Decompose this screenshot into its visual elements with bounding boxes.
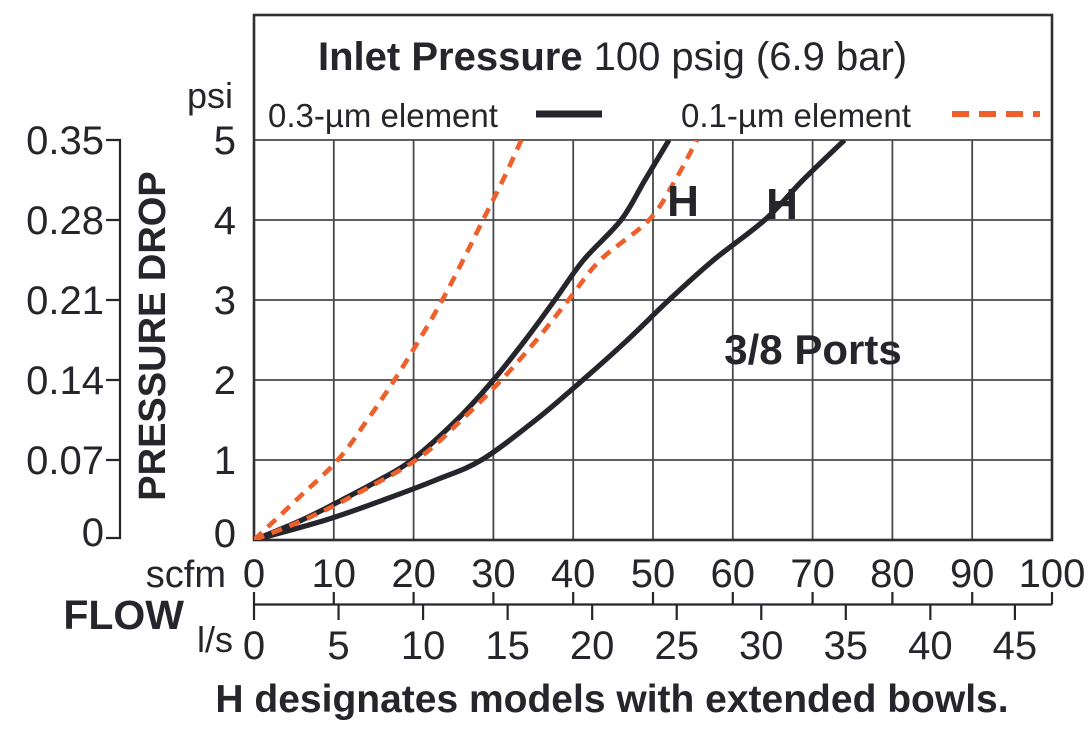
secondary-tick-label: 0.35 — [26, 119, 104, 163]
curve-03um-extended-bowl — [254, 140, 847, 540]
psi-tick-label: 2 — [214, 359, 236, 403]
curves — [254, 140, 847, 540]
ls-tick-label: 30 — [739, 624, 784, 668]
x-axis-ls-tick-labels: 0 5 10 15 20 25 30 35 40 45 — [243, 624, 1037, 668]
scfm-tick-label: 90 — [950, 552, 995, 596]
ls-tick-label: 20 — [570, 624, 615, 668]
chart-title-bold: Inlet Pressure — [318, 35, 583, 79]
psi-tick-label: 0 — [214, 512, 236, 556]
y-axis-secondary-tick-labels: 0.35 0.28 0.21 0.14 0.07 0 — [26, 119, 104, 555]
ls-tick-label: 35 — [824, 624, 869, 668]
x-axis-ls-scale — [252, 592, 1054, 620]
legend-label-03um: 0.3-µm element — [268, 97, 498, 134]
scfm-tick-label: 50 — [631, 552, 676, 596]
chart-title-rest: 100 psig (6.9 bar) — [594, 35, 908, 79]
ls-tick-label: 5 — [327, 624, 349, 668]
scfm-tick-label: 10 — [312, 552, 357, 596]
psi-tick-label: 4 — [214, 199, 236, 243]
grid — [254, 139, 1052, 540]
ls-tick-label: 25 — [654, 624, 699, 668]
scfm-tick-label: 0 — [243, 552, 265, 596]
caption: H designates models with extended bowls. — [215, 678, 1008, 721]
chart-title: Inlet Pressure 100 psig (6.9 bar) — [318, 35, 907, 79]
scfm-tick-label: 80 — [870, 552, 915, 596]
ls-tick-label: 15 — [485, 624, 530, 668]
secondary-tick-label: 0 — [82, 511, 104, 555]
scfm-tick-label: 100 — [1019, 552, 1086, 596]
psi-tick-label: 5 — [214, 119, 236, 163]
y-axis-title: PRESSURE DROP — [132, 171, 174, 500]
x-axis-unit-scfm: scfm — [146, 554, 226, 596]
h-marker-01um-curve: H — [667, 177, 699, 226]
x-axis-scfm-tick-labels: 0 10 20 30 40 50 60 70 80 90 100 — [243, 552, 1086, 596]
y-axis-unit-psi: psi — [187, 75, 233, 116]
ls-tick-label: 10 — [401, 624, 446, 668]
scfm-tick-label: 70 — [790, 552, 835, 596]
scfm-tick-label: 40 — [551, 552, 596, 596]
scfm-tick-label: 60 — [711, 552, 756, 596]
curve-01um-standard — [254, 140, 524, 540]
curve-01um-extended-bowl — [254, 140, 699, 540]
secondary-tick-label: 0.28 — [26, 199, 104, 243]
secondary-tick-label: 0.14 — [26, 359, 104, 403]
ls-tick-label: 40 — [908, 624, 953, 668]
ports-annotation: 3/8 Ports — [724, 326, 901, 373]
psi-tick-label: 3 — [214, 279, 236, 323]
h-marker-03um-curve: H — [766, 180, 798, 229]
ls-tick-label: 45 — [993, 624, 1038, 668]
x-axis-unit-ls: l/s — [197, 619, 233, 660]
x-axis-title: FLOW — [63, 592, 184, 638]
psi-tick-label: 1 — [214, 439, 236, 483]
plot-border — [252, 13, 1054, 542]
legend-label-01um: 0.1-µm element — [681, 97, 911, 134]
ls-tick-label: 0 — [243, 624, 265, 668]
scfm-tick-label: 30 — [471, 552, 516, 596]
scfm-tick-label: 20 — [391, 552, 436, 596]
y-axis-secondary-bracket — [106, 138, 122, 540]
secondary-tick-label: 0.21 — [26, 279, 104, 323]
y-axis-psi-tick-labels: 5 4 3 2 1 0 — [214, 119, 236, 556]
secondary-tick-label: 0.07 — [26, 439, 104, 483]
